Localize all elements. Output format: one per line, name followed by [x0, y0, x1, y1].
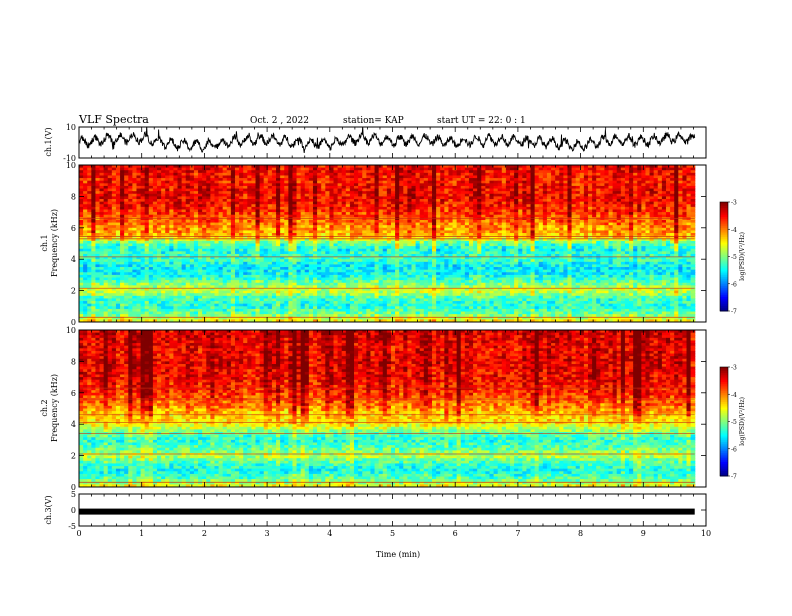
- colorbar-tick-label: -7: [731, 309, 737, 316]
- ch1-spectrogram-y-tick-label: 8: [71, 192, 76, 201]
- ch3-waveform-y-tick-label: 0: [71, 506, 76, 515]
- ch2-spectrogram-y-tick-label: 8: [71, 357, 76, 366]
- ch1-colorbar: -3 -4 -5 -6 -7 log(PSD)(V²/Hz): [720, 200, 746, 316]
- x-tick-label: 4: [327, 529, 332, 538]
- x-tick-label: 8: [578, 529, 583, 538]
- ch1-spectrogram-image: [79, 165, 706, 323]
- ch2-spectrogram-y-tick-label: 10: [66, 326, 76, 335]
- header-station: station= KAP: [343, 116, 404, 126]
- ch1-ylabel-line2: Frequency (kHz): [50, 209, 59, 277]
- ch2-spectrogram-y-tick-label: 2: [71, 452, 76, 461]
- ch1-spectrogram-y-tick-label: 6: [71, 224, 76, 233]
- ch2-spectrogram-y-tick-label: 6: [71, 389, 76, 398]
- ch2-colorbar: -3 -4 -5 -6 -7 log(PSD)(V²/Hz): [720, 365, 746, 481]
- chart-title: VLF Spectra: [78, 113, 149, 126]
- colorbar-tick-label: -7: [731, 474, 737, 481]
- colorbar-tick-label: -6: [731, 446, 737, 453]
- x-tick-label: 10: [701, 529, 711, 538]
- ch3-waveform-y-tick-label: -5: [68, 522, 76, 531]
- ch3-waveform-line: [79, 509, 695, 515]
- x-tick-label: 6: [453, 529, 458, 538]
- ch2-spectrogram-image: [79, 330, 706, 488]
- ch1-spectrogram-y-tick-label: 10: [66, 161, 76, 170]
- x-tick-label: 1: [139, 529, 144, 538]
- x-tick-label: 9: [641, 529, 646, 538]
- x-axis-label: Time (min): [376, 550, 420, 559]
- colorbar-tick-label: -6: [731, 281, 737, 288]
- ch2-spectrogram-y-tick-label: 4: [71, 420, 76, 429]
- x-tick-label: 0: [76, 529, 81, 538]
- colorbar-tick-label: -3: [731, 365, 737, 372]
- x-tick-label: 7: [515, 529, 520, 538]
- ch1-ylabel-line1: ch.1: [40, 234, 49, 251]
- ch3-waveform-y-tick-label: 5: [71, 490, 76, 499]
- colorbar-tick-label: -4: [731, 392, 737, 399]
- ch3-wave-ylabel: ch.3(V): [44, 495, 53, 524]
- x-tick-label: 5: [390, 529, 395, 538]
- colorbar-label: log(PSD)(V²/Hz): [739, 397, 746, 446]
- colorbar-tick-label: -4: [731, 227, 737, 234]
- x-tick-label: 3: [265, 529, 270, 538]
- colorbar-tick-label: -3: [731, 200, 737, 207]
- ch2-ylabel-line2: Frequency (kHz): [50, 374, 59, 442]
- colorbar-label: log(PSD)(V²/Hz): [739, 232, 746, 281]
- header-start-time: start UT = 22: 0 : 1: [437, 116, 526, 126]
- ch2-ylabel-line1: ch.2: [40, 399, 49, 416]
- ch1-spectrogram-y-tick-label: 2: [71, 287, 76, 296]
- ch1-wave-ylabel: ch.1(V): [44, 127, 53, 156]
- colorbar-tick-label: -5: [731, 419, 737, 426]
- header-date: Oct. 2 , 2022: [250, 116, 309, 126]
- ch1-waveform-y-tick-label: 10: [66, 123, 76, 132]
- colorbar-tick-label: -5: [731, 254, 737, 261]
- x-tick-label: 2: [202, 529, 207, 538]
- ch1-waveform-line: [79, 126, 695, 153]
- ch1-spectrogram-y-tick-label: 4: [71, 255, 76, 264]
